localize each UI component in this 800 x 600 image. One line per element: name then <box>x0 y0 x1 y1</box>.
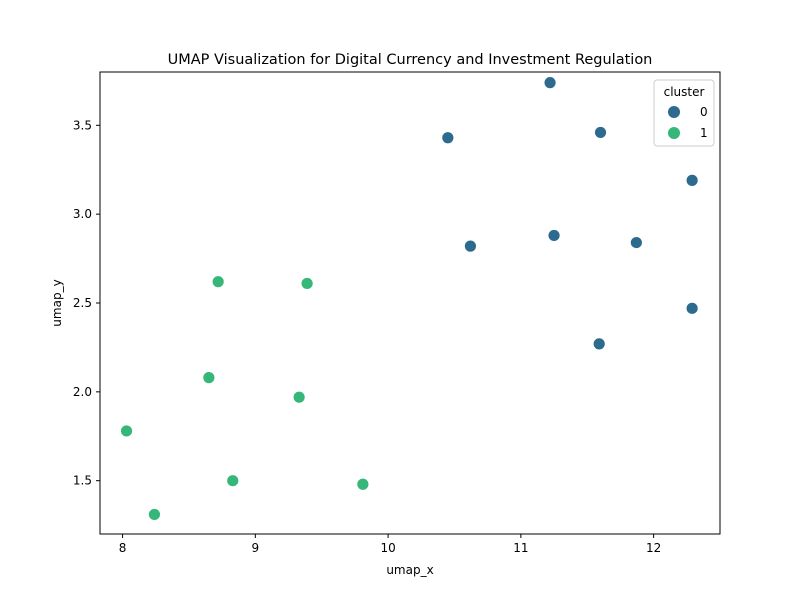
x-tick-label: 11 <box>513 541 528 555</box>
x-tick-label: 8 <box>119 541 127 555</box>
chart-title: UMAP Visualization for Digital Currency … <box>168 52 653 68</box>
x-axis-ticks: 8 9 10 11 12 <box>119 534 661 555</box>
legend-marker-cluster-1 <box>668 127 680 139</box>
scatter-point-cluster-1 <box>356 477 370 491</box>
scatter-point-cluster-1 <box>300 277 314 290</box>
scatter-point-cluster-0 <box>543 76 557 90</box>
legend-title: cluster <box>664 85 705 99</box>
scatter-point-cluster-0 <box>594 126 607 139</box>
scatter-point-cluster-1 <box>211 275 225 289</box>
scatter-point-cluster-0 <box>685 301 699 315</box>
x-tick-label: 10 <box>380 541 395 555</box>
y-tick-label: 3.5 <box>73 118 92 132</box>
scatter-point-cluster-0 <box>547 229 561 242</box>
scatter-point-cluster-0 <box>441 131 455 145</box>
y-axis-ticks: 1.5 2.0 2.5 3.0 3.5 <box>73 118 100 488</box>
y-axis-label: umap_y <box>50 279 64 326</box>
y-tick-label: 2.0 <box>73 385 92 399</box>
scatter-point-cluster-1 <box>226 474 240 488</box>
data-points <box>120 76 699 521</box>
legend-label-cluster-1: 1 <box>700 126 708 140</box>
scatter-point-cluster-1 <box>148 508 161 521</box>
x-tick-label: 9 <box>252 541 260 555</box>
x-axis-label: umap_x <box>386 563 433 577</box>
legend-marker-cluster-0 <box>668 106 680 118</box>
x-tick-label: 12 <box>646 541 661 555</box>
legend-frame <box>653 79 715 147</box>
y-tick-label: 2.5 <box>73 296 92 310</box>
legend-label-cluster-0: 0 <box>700 105 708 119</box>
plot-frame <box>99 71 721 535</box>
scatter-point-cluster-1 <box>292 390 306 404</box>
scatter-point-cluster-0 <box>464 239 477 253</box>
y-tick-label: 3.0 <box>73 207 92 221</box>
scatter-point-cluster-1 <box>120 424 133 438</box>
scatter-point-cluster-0 <box>592 337 606 351</box>
legend: cluster 0 1 <box>653 79 715 147</box>
scatter-point-cluster-0 <box>685 173 699 187</box>
scatter-point-cluster-0 <box>629 236 643 249</box>
y-tick-label: 1.5 <box>73 474 92 488</box>
scatter-point-cluster-1 <box>202 371 216 385</box>
